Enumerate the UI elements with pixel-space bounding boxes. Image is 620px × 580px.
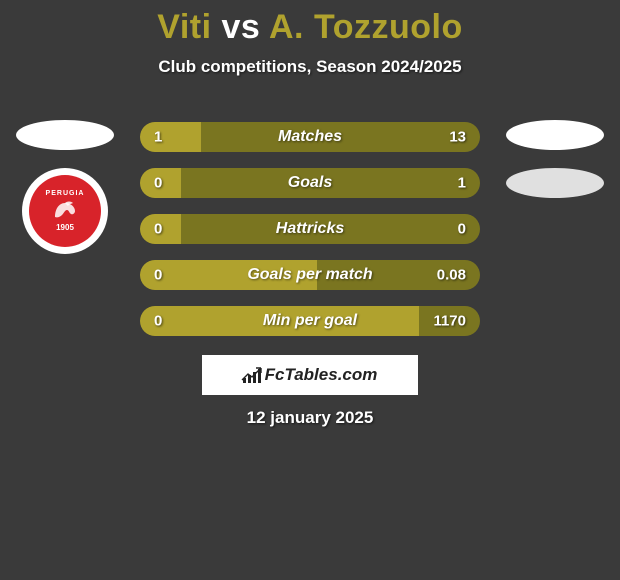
title-player-right: A. Tozzuolo (269, 8, 463, 46)
player-left-ellipse (16, 120, 114, 150)
club-name-text: PERUGIA (46, 190, 85, 197)
stat-right-value: 1170 (433, 313, 466, 330)
stat-right-value: 0 (458, 221, 466, 238)
player-right-ellipse-2 (506, 168, 604, 198)
brand-text: FcTables.com (265, 365, 378, 385)
stat-left-value: 1 (154, 129, 162, 146)
stat-name-label: Min per goal (263, 312, 357, 330)
brand-box: FcTables.com (202, 355, 418, 395)
right-player-column (500, 120, 610, 216)
stat-bar-row: 1 13 Matches (140, 122, 480, 152)
stat-name-label: Hattricks (276, 220, 344, 238)
page-title: Viti vs A. Tozzuolo (0, 0, 620, 47)
left-player-column: PERUGIA 1905 (10, 120, 120, 254)
stat-right-value: 0.08 (437, 267, 466, 284)
stat-name-label: Goals (288, 174, 332, 192)
stat-bar-row: 0 1 Goals (140, 168, 480, 198)
club-badge-inner: PERUGIA 1905 (29, 175, 101, 247)
club-year-text: 1905 (56, 223, 74, 232)
stat-right-value: 1 (458, 175, 466, 192)
stat-name-label: Goals per match (247, 266, 372, 284)
griffin-icon (51, 199, 79, 221)
title-player-left: Viti (157, 8, 211, 46)
stat-left-value: 0 (154, 267, 162, 284)
stat-left-value: 0 (154, 221, 162, 238)
player-right-ellipse-1 (506, 120, 604, 150)
bar-chart-icon (243, 367, 261, 383)
stat-left-value: 0 (154, 313, 162, 330)
title-vs: vs (212, 8, 269, 46)
stat-bar-fill (140, 122, 201, 152)
stat-left-value: 0 (154, 175, 162, 192)
stat-bar-row: 0 0 Hattricks (140, 214, 480, 244)
stat-name-label: Matches (278, 128, 342, 146)
stat-right-value: 13 (449, 129, 466, 146)
club-badge-perugia: PERUGIA 1905 (22, 168, 108, 254)
page-subtitle: Club competitions, Season 2024/2025 (0, 57, 620, 77)
stat-bar-row: 0 1170 Min per goal (140, 306, 480, 336)
footer-date: 12 january 2025 (0, 408, 620, 428)
stat-bar-row: 0 0.08 Goals per match (140, 260, 480, 290)
stats-bars: 1 13 Matches 0 1 Goals 0 0 Hattricks 0 0.08 Goals p… (140, 122, 480, 352)
